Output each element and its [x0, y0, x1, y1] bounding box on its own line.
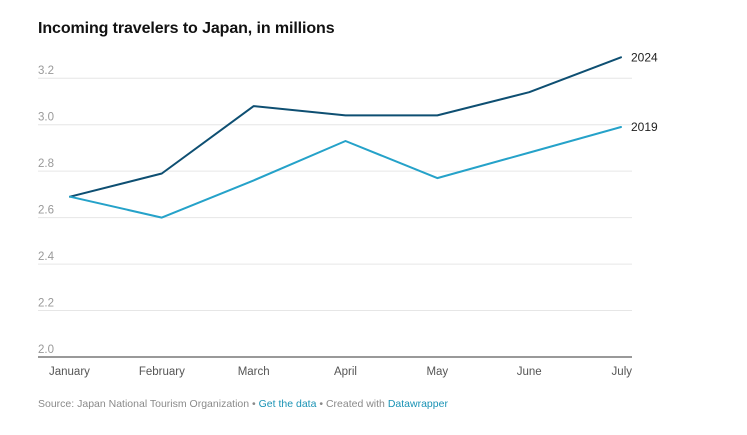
y-tick-label: 2.8 — [38, 158, 54, 170]
x-tick-labels: January February March April May June July — [49, 366, 632, 378]
series-line-2019 — [69, 126, 622, 219]
x-tick-label: March — [238, 366, 270, 378]
series-lines — [69, 56, 622, 219]
get-data-link[interactable]: Get the data — [258, 398, 317, 410]
y-tick-label: 2.0 — [38, 344, 54, 356]
x-tick-label: February — [139, 366, 185, 378]
y-tick-label: 3.2 — [38, 65, 54, 77]
x-tick-label: May — [426, 366, 448, 378]
footer-separator: • — [319, 398, 324, 410]
gridlines — [38, 77, 632, 358]
datawrapper-link[interactable]: Datawrapper — [387, 398, 448, 410]
line-chart: 2.0 2.2 2.4 2.6 2.8 3.0 3.2 January February Mar… — [38, 50, 658, 378]
chart-title: Incoming travelers to Japan, in millions — [38, 20, 335, 37]
x-tick-label: July — [612, 366, 633, 378]
x-tick-label: April — [334, 366, 357, 378]
x-tick-label: January — [49, 366, 90, 378]
series-line-2024 — [69, 56, 622, 198]
y-tick-label: 2.2 — [38, 298, 54, 310]
y-tick-label: 3.0 — [38, 112, 54, 124]
created-with-text: Created with — [325, 398, 385, 410]
y-tick-label: 2.6 — [38, 205, 54, 217]
source-note: Source: Japan National Tourism Organizat… — [38, 398, 250, 410]
y-tick-label: 2.4 — [38, 251, 55, 263]
series-label-2024: 2024 — [631, 50, 658, 64]
series-labels: 2024 2019 — [631, 50, 658, 134]
series-label-2019: 2019 — [631, 120, 658, 134]
chart-footer: Source: Japan National Tourism Organizat… — [38, 398, 448, 410]
x-tick-label: June — [517, 366, 542, 378]
footer-separator: • — [252, 398, 256, 410]
y-tick-labels: 2.0 2.2 2.4 2.6 2.8 3.0 3.2 — [38, 65, 55, 356]
